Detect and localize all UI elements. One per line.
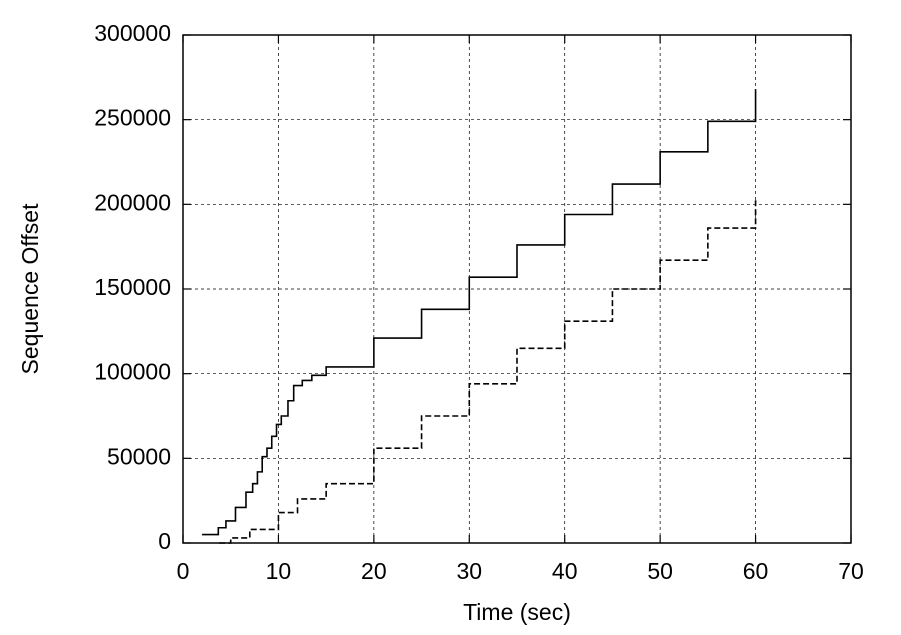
x-tick-label: 60 [743,558,769,584]
x-tick-label: 30 [456,558,482,584]
y-tick-label: 50000 [107,443,171,469]
x-tick-label: 20 [361,558,387,584]
x-tick-label: 40 [552,558,578,584]
y-tick-label: 300000 [94,20,171,46]
plot-frame [182,34,852,544]
y-tick-label: 100000 [94,359,171,385]
y-tick-label: 200000 [94,189,171,215]
y-tick-label: 0 [158,528,171,554]
series-line [219,199,757,544]
x-tick-label: 10 [266,558,292,584]
series-line [202,89,757,536]
x-axis-label: Time (sec) [463,599,571,625]
x-tick-label: 0 [177,558,190,584]
x-tick-label: 50 [647,558,673,584]
y-axis-label: Sequence Offset [17,203,43,375]
y-tick-label: 250000 [94,105,171,131]
x-tick-label: 70 [838,558,864,584]
y-tick-label: 150000 [94,274,171,300]
